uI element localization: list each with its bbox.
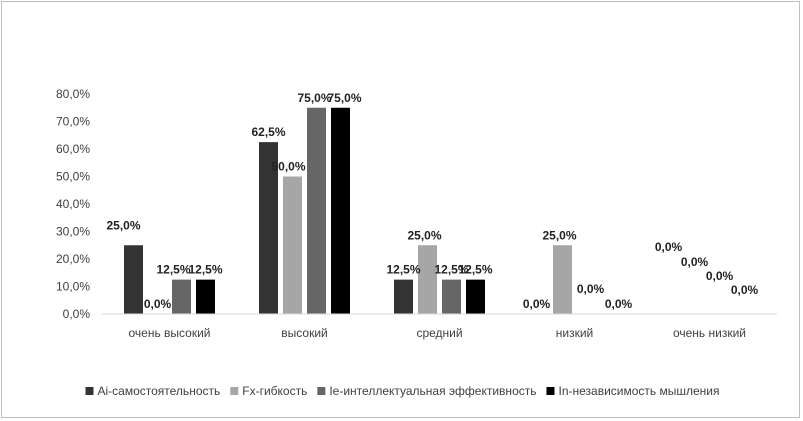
data-label: 0,0% xyxy=(577,282,605,296)
data-label: 12,5% xyxy=(458,263,492,277)
legend-label: Ie-интеллектуальная эффективность xyxy=(329,384,536,398)
legend-swatch xyxy=(230,387,239,395)
legend-label: Ai-самостоятельность xyxy=(98,384,221,398)
legend-item: In-независимость мышления xyxy=(546,384,720,398)
category-label: низкий xyxy=(556,326,594,340)
bar-2-3 xyxy=(418,245,437,314)
bar-1-3 xyxy=(394,279,413,314)
bar-4-3 xyxy=(466,279,485,314)
legend-swatch xyxy=(85,387,94,395)
data-labels: 25,0%0,0%12,5%12,5%62,5%50,0%75,0%75,0%1… xyxy=(106,91,758,311)
y-tick-label: 60,0% xyxy=(56,142,90,156)
data-label: 0,0% xyxy=(681,255,709,269)
data-label: 12,5% xyxy=(434,263,468,277)
legend-label: In-независимость мышления xyxy=(558,384,719,398)
bar-3-1 xyxy=(172,279,191,314)
category-label: средний xyxy=(416,326,462,340)
data-label: 0,0% xyxy=(523,297,551,311)
y-tick-label: 80,0% xyxy=(56,87,90,101)
data-label: 75,0% xyxy=(297,91,331,105)
y-tick-label: 40,0% xyxy=(56,197,90,211)
bar-1-1 xyxy=(124,245,143,314)
y-tick-label: 10,0% xyxy=(56,280,90,294)
data-label: 50,0% xyxy=(271,160,305,174)
legend: Ai-самостоятельность Fx-гибкость Ie-интелл… xyxy=(85,384,720,398)
y-axis: 0,0% 10,0% 20,0% 30,0% 40,0% 50,0% 60,0% 70,0% 8… xyxy=(56,87,90,321)
category-label: очень высокий xyxy=(128,326,210,340)
data-label: 75,0% xyxy=(327,91,361,105)
data-label: 62,5% xyxy=(251,125,285,139)
y-tick-label: 0,0% xyxy=(63,307,91,321)
data-label: 12,5% xyxy=(386,263,420,277)
data-label: 25,0% xyxy=(106,218,140,232)
legend-item: Ai-самостоятельность xyxy=(85,384,221,398)
bars xyxy=(124,107,572,314)
bar-3-2 xyxy=(307,107,326,314)
legend-swatch xyxy=(317,387,326,395)
data-label: 25,0% xyxy=(407,228,441,242)
legend-item: Fx-гибкость xyxy=(230,384,307,398)
data-label: 25,0% xyxy=(542,228,576,242)
bar-3-3 xyxy=(442,279,461,314)
bar-4-2 xyxy=(331,107,350,314)
data-label: 0,0% xyxy=(605,297,633,311)
legend-label: Fx-гибкость xyxy=(242,384,307,398)
category-label: очень низкий xyxy=(673,326,746,340)
data-label: 12,5% xyxy=(188,263,222,277)
legend-item: Ie-интеллектуальная эффективность xyxy=(317,384,536,398)
bar-2-4 xyxy=(553,245,572,314)
bar-4-1 xyxy=(196,279,215,314)
legend-swatch xyxy=(546,387,555,395)
y-tick-label: 70,0% xyxy=(56,115,90,129)
y-tick-label: 50,0% xyxy=(56,170,90,184)
data-label: 0,0% xyxy=(144,297,172,311)
category-label: высокий xyxy=(281,326,327,340)
data-label: 0,0% xyxy=(706,269,734,283)
category-labels: очень высокий высокий средний низкий очень н… xyxy=(128,326,746,340)
bar-2-2 xyxy=(283,176,302,314)
y-tick-label: 20,0% xyxy=(56,252,90,266)
data-label: 12,5% xyxy=(156,263,190,277)
data-label: 0,0% xyxy=(731,283,759,297)
data-label: 0,0% xyxy=(655,240,683,254)
y-tick-label: 30,0% xyxy=(56,225,90,239)
bar-1-2 xyxy=(259,142,278,314)
